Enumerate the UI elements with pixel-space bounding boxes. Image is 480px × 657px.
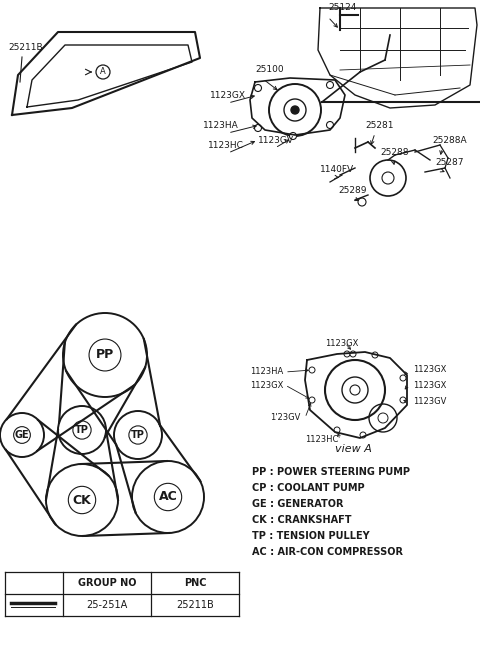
Text: PP : POWER STEERING PUMP: PP : POWER STEERING PUMP (252, 467, 410, 477)
Circle shape (309, 397, 315, 403)
Text: 1'23GV: 1'23GV (270, 413, 300, 422)
Text: 1123HA: 1123HA (250, 367, 283, 376)
Text: 1123GX: 1123GX (210, 91, 246, 100)
Text: 1123GV: 1123GV (258, 136, 294, 145)
Text: 25288A: 25288A (432, 136, 467, 145)
Text: 1140FV: 1140FV (320, 165, 354, 174)
Circle shape (326, 81, 334, 89)
Circle shape (254, 85, 262, 91)
Text: 1123GX: 1123GX (250, 380, 283, 390)
Text: 25100: 25100 (255, 65, 284, 74)
Circle shape (400, 397, 406, 403)
Text: AC : AIR-CON COMPRESSOR: AC : AIR-CON COMPRESSOR (252, 547, 403, 557)
Text: TP: TP (131, 430, 145, 440)
Circle shape (360, 432, 366, 438)
Circle shape (289, 133, 297, 139)
Text: 25211B: 25211B (8, 43, 43, 52)
Text: 25124: 25124 (328, 3, 356, 12)
Circle shape (291, 106, 299, 114)
Text: 1123HC: 1123HC (305, 436, 338, 445)
Text: 25288: 25288 (380, 148, 408, 157)
Text: CP : COOLANT PUMP: CP : COOLANT PUMP (252, 483, 365, 493)
Circle shape (334, 427, 340, 433)
Text: 1123HC: 1123HC (208, 141, 244, 150)
Text: PP: PP (96, 348, 114, 361)
Text: 1123GV: 1123GV (413, 397, 446, 407)
Text: 25287: 25287 (435, 158, 464, 167)
Circle shape (372, 352, 378, 358)
Text: 25-251A: 25-251A (86, 600, 128, 610)
Text: 1123GX: 1123GX (413, 380, 446, 390)
Circle shape (326, 122, 334, 129)
Text: CK: CK (72, 493, 91, 507)
Text: AC: AC (158, 491, 178, 503)
Text: GROUP NO: GROUP NO (78, 578, 136, 588)
Text: 1123GX: 1123GX (325, 338, 359, 348)
Text: CK : CRANKSHAFT: CK : CRANKSHAFT (252, 515, 351, 525)
Text: PNC: PNC (184, 578, 206, 588)
Text: 25289: 25289 (338, 186, 367, 195)
Text: TP : TENSION PULLEY: TP : TENSION PULLEY (252, 531, 370, 541)
Text: 25281: 25281 (365, 121, 394, 130)
Circle shape (254, 124, 262, 131)
Text: GE: GE (15, 430, 29, 440)
Text: 1123HA: 1123HA (203, 121, 239, 130)
Text: GE : GENERATOR: GE : GENERATOR (252, 499, 344, 509)
Circle shape (309, 367, 315, 373)
Text: view A: view A (335, 444, 372, 454)
Circle shape (350, 351, 356, 357)
Circle shape (344, 351, 350, 357)
Text: A: A (100, 68, 106, 76)
Text: 25211B: 25211B (176, 600, 214, 610)
Text: 1123GX: 1123GX (413, 365, 446, 374)
Text: TP: TP (75, 425, 89, 435)
Circle shape (400, 375, 406, 381)
